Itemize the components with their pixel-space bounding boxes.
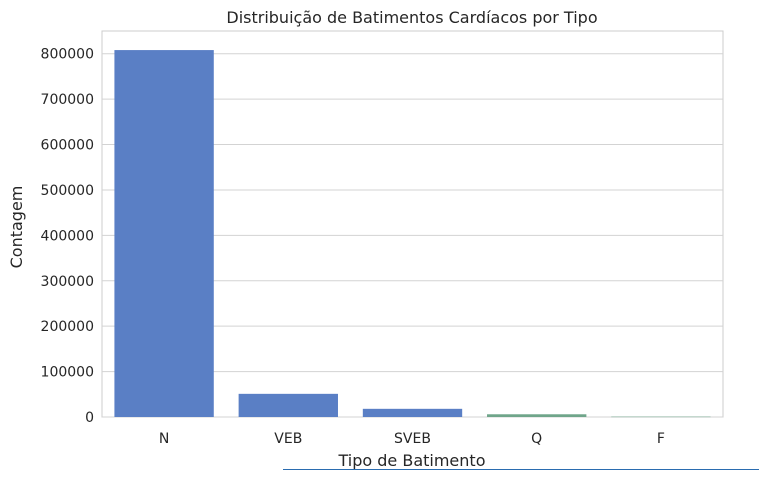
bar-f: [611, 416, 711, 418]
x-tick-label: Q: [531, 431, 542, 447]
decorative-underline: [283, 469, 759, 470]
x-tick-label: F: [657, 431, 665, 447]
bar-sveb: [362, 408, 463, 417]
x-tick-label: VEB: [274, 431, 302, 447]
bars: [114, 50, 711, 418]
x-tick-label: SVEB: [394, 431, 431, 447]
y-tick-label: 300000: [41, 274, 94, 290]
y-tick-label: 400000: [41, 228, 94, 244]
y-tick-label: 0: [85, 410, 94, 426]
x-tick-labels: N VEB SVEB Q F: [159, 431, 665, 447]
y-tick-label: 700000: [41, 92, 94, 108]
chart-title: Distribuição de Batimentos Cardíacos por…: [226, 8, 597, 27]
y-tick-labels: 0 100000 200000 300000 400000 500000 600000 700…: [41, 47, 94, 426]
y-tick-label: 600000: [41, 138, 94, 154]
y-tick-label: 500000: [41, 183, 94, 199]
y-tick-label: 200000: [41, 319, 94, 335]
bar-n: [114, 50, 214, 418]
y-tick-label: 800000: [41, 47, 94, 63]
y-tick-label: 100000: [41, 365, 94, 381]
bar-q: [487, 414, 587, 417]
x-tick-label: N: [159, 431, 169, 447]
y-axis-title: Contagem: [7, 186, 26, 269]
x-axis-title: Tipo de Batimento: [338, 451, 486, 470]
bar-veb: [238, 393, 338, 417]
